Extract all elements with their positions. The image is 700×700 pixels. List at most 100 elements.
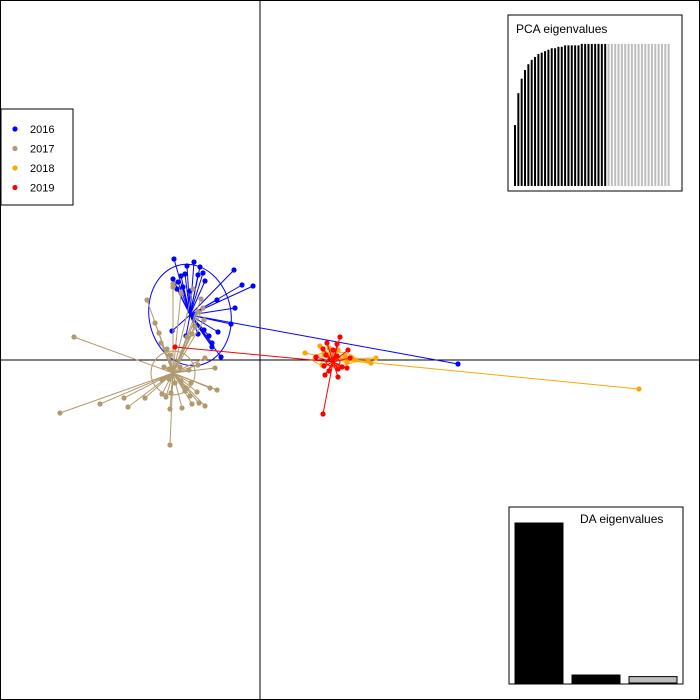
segment-2017-49: [59, 372, 174, 414]
point-2017-12: [156, 330, 162, 336]
point-2017-41: [189, 401, 195, 407]
point-2016-24: [201, 327, 207, 333]
point-2017-16: [164, 346, 170, 352]
pca-eigen-bar-11: [547, 49, 550, 187]
point-2016-21: [215, 329, 221, 335]
legend: 2016 2017 2018 2019: [0, 108, 74, 206]
point-2016-7: [178, 273, 184, 279]
point-2017-42: [196, 400, 202, 406]
pca-eigen-bar-33: [620, 43, 623, 187]
point-2016-16: [231, 267, 237, 273]
pca-eigen-bar-25: [594, 43, 597, 187]
point-2019-6: [345, 347, 351, 353]
pca-eigen-bar-10: [544, 51, 547, 187]
pca-eigen-bar-41: [647, 43, 650, 187]
point-2018-12: [373, 355, 379, 361]
point-2017-39: [207, 385, 213, 391]
point-2017-44: [167, 406, 173, 412]
point-2016-27: [209, 344, 215, 350]
group-2017: [57, 281, 220, 448]
point-2017-28: [172, 380, 178, 386]
segment-2016-9: [189, 274, 199, 316]
pca-eigen-bar-40: [644, 43, 647, 187]
segment-2017-5: [172, 288, 194, 374]
segment-2017-35: [165, 372, 174, 398]
point-2019-8: [323, 352, 329, 358]
point-2017-22: [186, 367, 192, 373]
segment-2017-38: [172, 372, 198, 393]
point-2017-36: [182, 388, 188, 394]
point-2017-43: [202, 403, 208, 409]
point-2017-37: [187, 393, 193, 399]
pca-eigen-bar-26: [597, 43, 600, 187]
pca-eigen-bar-44: [657, 43, 660, 187]
segment-2017-15: [172, 336, 188, 374]
pca-eigen-bar-15: [560, 46, 563, 186]
segment-2016-8: [184, 273, 191, 316]
pca-eigen-bar-4: [524, 70, 527, 186]
point-2016-18: [250, 283, 256, 289]
pca-eigen-bar-45: [660, 43, 663, 187]
point-2017-9: [201, 317, 207, 323]
point-2017-47: [97, 401, 103, 407]
point-2016-2: [184, 263, 190, 269]
point-2017-13: [158, 340, 164, 346]
point-2017-10: [192, 324, 198, 330]
point-2017-23: [195, 362, 201, 368]
point-2016-19: [232, 305, 238, 311]
pca-eigen-bar-43: [654, 43, 657, 187]
segment-2017-9: [172, 319, 205, 374]
segment-2016-18: [189, 285, 254, 316]
point-2017-17: [167, 352, 173, 358]
point-2017-25: [212, 365, 218, 371]
pca-eigen-bar-18: [570, 45, 573, 186]
point-2019-2: [324, 340, 330, 346]
point-2017-26: [159, 377, 165, 383]
point-2018-8: [344, 359, 350, 365]
point-2016-5: [170, 276, 176, 282]
segment-2019-6: [332, 349, 349, 363]
pca-eigen-bar-3: [520, 78, 523, 186]
segment-2019-10: [332, 357, 351, 363]
point-2017-33: [168, 390, 174, 396]
segment-2017-41: [172, 372, 193, 405]
point-2018-7: [342, 353, 348, 359]
point-2019-19: [172, 344, 178, 350]
pca-eigen-bar-28: [604, 43, 607, 187]
point-2017-6: [198, 296, 204, 302]
segment-2017-46: [123, 372, 174, 399]
pca-eigen-bar-20: [577, 45, 580, 186]
segment-2019-2: [326, 342, 334, 363]
legend-label-2019: 2019: [30, 183, 54, 195]
legend-marker-2016: [12, 126, 18, 132]
point-2016-26: [206, 333, 212, 339]
point-2018-16: [636, 386, 642, 392]
point-2017-15: [184, 334, 190, 340]
segment-2017-45: [172, 372, 183, 409]
pca-inset-title: PCA eigenvalues: [516, 22, 607, 36]
point-2019-12: [326, 368, 332, 374]
point-2016-8: [182, 271, 188, 277]
point-2016-30: [455, 361, 461, 367]
point-2019-18: [320, 411, 326, 417]
point-2017-19: [161, 364, 167, 370]
legend-label-2018: 2018: [30, 163, 54, 175]
point-2017-11: [152, 320, 158, 326]
pca-eigen-bar-27: [600, 43, 603, 187]
pca-eigen-bar-13: [554, 48, 557, 186]
legend-marker-2019: [12, 184, 18, 191]
pca-eigen-bar-32: [617, 43, 620, 187]
point-2017-31: [188, 380, 194, 386]
pca-eigenvalues-inset: PCA eigenvalues: [507, 14, 683, 192]
legend-label-2017: 2017: [30, 144, 54, 156]
pca-eigen-bar-23: [587, 43, 590, 187]
pca-eigen-bar-34: [624, 43, 627, 187]
segment-2017-4: [172, 292, 182, 374]
pca-eigen-bar-12: [550, 48, 553, 186]
segment-2017-18: [73, 336, 174, 374]
point-2017-45: [179, 405, 185, 411]
point-2016-3: [191, 259, 197, 265]
segment-2017-25: [172, 367, 216, 374]
